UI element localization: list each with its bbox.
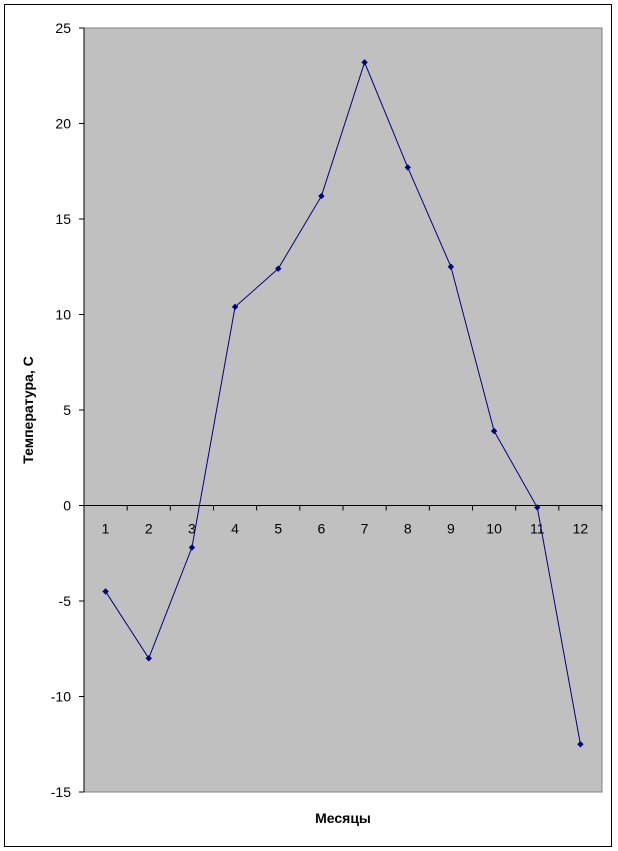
y-axis-title: Температура, С: [20, 356, 36, 463]
y-tick-label: 15: [55, 211, 71, 227]
y-tick-label: 10: [55, 307, 71, 323]
series-line: [102, 59, 584, 748]
data-point: [102, 588, 109, 595]
y-tick-label: 0: [63, 498, 71, 514]
x-tick-label: 3: [188, 521, 196, 537]
data-point: [275, 265, 282, 272]
data-point: [577, 741, 584, 748]
x-tick-label: 5: [274, 521, 282, 537]
data-point: [318, 192, 325, 200]
data-point: [231, 303, 239, 311]
series-polyline: [105, 60, 581, 745]
plot-area: [83, 27, 603, 793]
y-tick-label: -10: [51, 689, 71, 705]
x-tick-label: 9: [447, 521, 455, 537]
x-tick-label: 10: [486, 521, 502, 537]
x-tick-label: 7: [361, 521, 369, 537]
x-tick-label: 2: [145, 521, 153, 537]
y-tick-label: -15: [51, 784, 71, 800]
y-axis: -15 -10 -5 0 5 10 15 20 25: [51, 20, 85, 800]
x-tick-label: 1: [102, 521, 110, 537]
data-point: [534, 504, 541, 511]
y-tick-label: 25: [55, 20, 71, 36]
x-tick-label: 11: [530, 521, 545, 537]
x-tick-label: 12: [573, 521, 589, 537]
data-point: [490, 427, 498, 435]
x-axis: 1 2 3 4 5 6 7 8 9 10 11 12: [83, 505, 603, 537]
data-point: [404, 164, 411, 171]
x-tick-label: 8: [404, 521, 412, 537]
data-point: [188, 544, 196, 551]
data-point: [361, 59, 368, 66]
y-tick-label: 20: [55, 116, 71, 132]
x-tick-label: 6: [318, 521, 326, 537]
data-point: [145, 655, 152, 662]
y-tick-label: -5: [59, 593, 72, 609]
x-tick-label: 4: [231, 521, 239, 537]
data-point: [447, 263, 455, 270]
x-axis-title: Месяцы: [315, 810, 371, 826]
y-tick-label: 5: [63, 402, 71, 418]
